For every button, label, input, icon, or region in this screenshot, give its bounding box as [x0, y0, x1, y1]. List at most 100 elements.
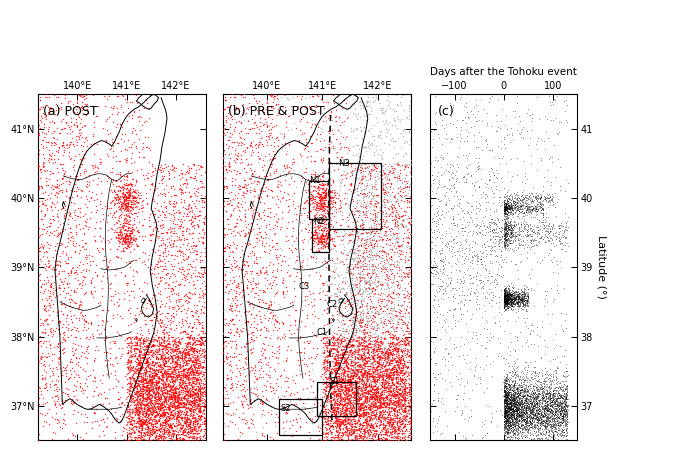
Point: [377, 243, 388, 251]
Point: [454, 247, 465, 255]
Point: [260, 274, 271, 282]
Point: [499, 234, 510, 241]
Point: [499, 422, 510, 430]
Point: [138, 397, 149, 404]
Point: [527, 424, 538, 431]
Point: [518, 290, 529, 298]
Point: [356, 352, 366, 360]
Point: [560, 242, 571, 249]
Point: [195, 397, 206, 404]
Point: [381, 309, 392, 317]
Point: [390, 222, 401, 230]
Point: [536, 384, 547, 392]
Point: [383, 344, 394, 351]
Point: [52, 148, 63, 155]
Point: [371, 161, 382, 168]
Point: [519, 390, 530, 397]
Point: [389, 203, 400, 211]
Point: [58, 160, 68, 168]
Point: [123, 341, 134, 349]
Point: [560, 422, 571, 430]
Point: [381, 116, 392, 124]
Point: [299, 104, 310, 111]
Point: [356, 186, 366, 193]
Point: [334, 305, 345, 313]
Point: [506, 199, 516, 206]
Point: [333, 419, 344, 427]
Point: [373, 162, 384, 170]
Point: [506, 408, 516, 415]
Point: [75, 383, 86, 390]
Point: [545, 410, 556, 417]
Point: [182, 403, 193, 411]
Point: [156, 392, 167, 400]
Point: [317, 370, 328, 378]
Point: [369, 243, 379, 250]
Point: [516, 407, 527, 415]
Point: [52, 354, 63, 362]
Point: [499, 301, 510, 309]
Point: [180, 372, 191, 380]
Point: [188, 390, 199, 398]
Point: [354, 390, 365, 398]
Point: [39, 329, 50, 337]
Point: [499, 409, 510, 416]
Point: [545, 422, 556, 430]
Point: [501, 433, 512, 441]
Point: [506, 300, 516, 307]
Point: [156, 179, 167, 187]
Point: [247, 328, 258, 335]
Point: [246, 396, 257, 403]
Point: [125, 235, 136, 242]
Point: [514, 417, 525, 424]
Point: [366, 252, 377, 259]
Point: [436, 398, 447, 406]
Point: [460, 120, 471, 127]
Point: [472, 335, 483, 343]
Point: [517, 126, 528, 133]
Point: [255, 186, 266, 193]
Point: [188, 388, 199, 395]
Point: [358, 397, 369, 404]
Point: [139, 418, 150, 425]
Point: [195, 341, 206, 348]
Point: [173, 209, 184, 217]
Point: [171, 362, 182, 370]
Point: [500, 397, 511, 405]
Point: [133, 189, 144, 196]
Point: [93, 331, 104, 338]
Point: [545, 414, 556, 422]
Point: [345, 327, 356, 335]
Point: [502, 428, 513, 435]
Point: [164, 226, 175, 233]
Point: [397, 366, 408, 374]
Point: [127, 193, 138, 201]
Point: [362, 293, 373, 301]
Point: [528, 221, 539, 229]
Point: [338, 258, 349, 266]
Point: [540, 411, 551, 419]
Point: [493, 298, 504, 306]
Point: [501, 388, 512, 396]
Point: [398, 366, 409, 374]
Point: [507, 290, 518, 298]
Point: [345, 162, 356, 170]
Point: [373, 415, 384, 422]
Point: [526, 407, 537, 415]
Point: [170, 422, 181, 430]
Point: [88, 118, 99, 126]
Point: [549, 411, 560, 419]
Point: [499, 306, 510, 314]
Point: [266, 156, 277, 164]
Point: [371, 238, 382, 245]
Point: [394, 160, 405, 168]
Point: [340, 423, 351, 430]
Point: [549, 407, 560, 415]
Point: [134, 399, 145, 406]
Point: [157, 411, 168, 419]
Point: [35, 387, 46, 395]
Point: [379, 430, 390, 438]
Point: [75, 186, 86, 194]
Point: [364, 334, 375, 342]
Point: [249, 259, 260, 267]
